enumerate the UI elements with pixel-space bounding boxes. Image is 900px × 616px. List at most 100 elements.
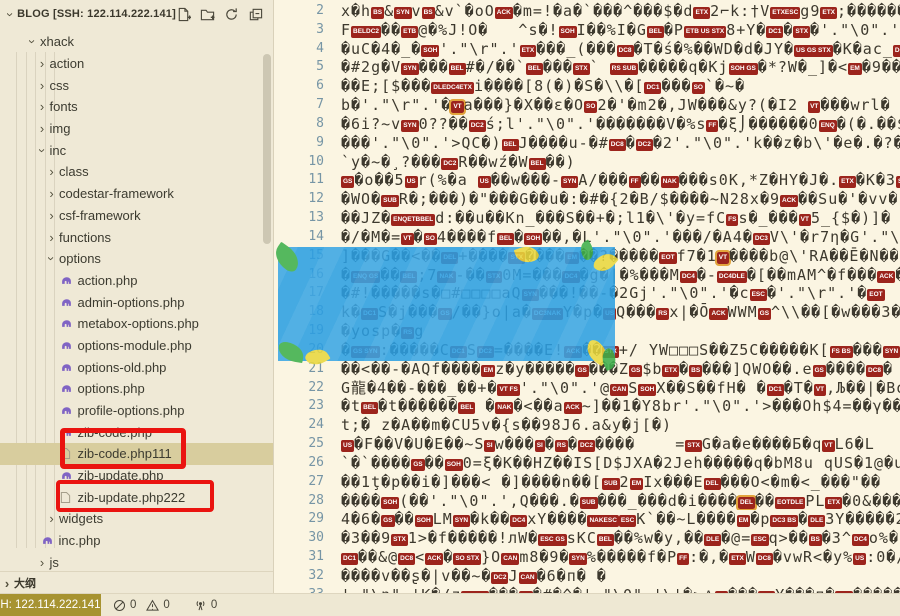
code-text: �uC�4�_� <box>341 39 422 58</box>
radio-tower-icon <box>194 599 207 612</box>
explorer-section-header[interactable]: › BLOG [SSH: 122.114.222.141] <box>0 0 273 28</box>
code-line[interactable]: 30 �3��9 STX 1>�f�����!лW� ESC GS sKC BEL ��%w�… <box>274 529 900 548</box>
tree-item-css[interactable]: › css <box>0 74 273 96</box>
tree-item-widgets[interactable]: › widgets <box>0 508 273 530</box>
remote-indicator[interactable]: SSH: 122.114.222.141 <box>0 594 101 616</box>
tree-item-class[interactable]: › class <box>0 161 273 183</box>
leaf-icon <box>513 242 541 267</box>
line-content: GS �o��5 US r(%�a US ��w���- SYN A/��� FF �� NAK �… <box>324 171 900 190</box>
code-text: 4����f <box>436 227 498 246</box>
tree-item-profile-options-php[interactable]: profile-options.php <box>0 400 273 422</box>
outline-section-header[interactable]: › 大纲 <box>0 571 273 594</box>
code-line[interactable]: 25 US �F��V�U�E��~S SI w��� SI � RS � DC2 ���� = ST… <box>274 435 900 454</box>
refresh-icon[interactable] <box>224 7 239 22</box>
code-line[interactable]: 14 �/�M�= VT � SO 4����f BEL � SOH ��,�L'."\0".'�… <box>274 228 900 247</box>
line-content: �3��9 STX 1>�f�����!лW� ESC GS sKC BEL ��%w�y,… <box>324 529 900 548</box>
tree-item-inc[interactable]: › inc <box>0 139 273 161</box>
control-char-badge: EOTDLE <box>775 496 806 509</box>
tree-item-fonts[interactable]: › fonts <box>0 96 273 118</box>
control-char-badge: CAN <box>518 571 537 584</box>
code-text: ��&@ <box>358 548 399 567</box>
code-text: ���wrl� <box>820 96 891 115</box>
code-line[interactable]: 9 ���'."\0".'>QC�) BEL J����u-�# DC8 � DC2 �2'.… <box>274 134 900 153</box>
code-text: < <box>415 548 426 567</box>
control-char-badge: SOH <box>524 232 543 245</box>
code-text: J����u-�# <box>518 133 609 152</box>
code-line[interactable]: 28 ���� SOH (��'."\0".',Q���.� SUB ���_���d�i… <box>274 492 900 511</box>
tree-item-options-module-php[interactable]: options-module.php <box>0 335 273 357</box>
line-content: ��1ţ�p��i�]���< �]����n��[SUB 2 EM Ix���E DE… <box>324 473 900 492</box>
tree-item-zib-code-php111[interactable]: zib-code.php111 <box>0 443 273 465</box>
tree-item-action-php[interactable]: action.php <box>0 270 273 292</box>
code-line[interactable]: 29 4�6� GS �� SOH LM SYN �k�� DC4 xY���� NAKESC ESC… <box>274 510 900 529</box>
code-line[interactable]: 10 `y�~�¸?��� DC2 R��wź�W BEL ��) <box>274 153 900 172</box>
code-text: PL <box>805 491 826 510</box>
code-area[interactable]: 2 x�h BS & SYN v BS &v`�oO ACK �m=!�a�`���^���$�d… <box>274 0 900 594</box>
tree-item-csf-framework[interactable]: › csf-framework <box>0 205 273 227</box>
tree-item-codestar-framework[interactable]: › codestar-framework <box>0 183 273 205</box>
code-line[interactable]: 33'."\n".'K�/zGSACK���EM�#�^�'."\0".'\'�… <box>274 586 900 594</box>
tree-item-action[interactable]: › action <box>0 53 273 75</box>
code-text: }O <box>481 548 502 567</box>
code-line[interactable]: 22 G龍�4��-���_��+� VT FS '."\0".'@ CAN S SOH X�… <box>274 379 900 398</box>
problems-status[interactable]: 0 0 <box>113 594 170 616</box>
code-line[interactable]: 12 �WO� SUB R�;���)�"���G��u�:�#�{2�B/$����… <box>274 190 900 209</box>
code-text: ���� <box>825 359 867 378</box>
editor-pane[interactable]: 2 x�h BS & SYN v BS &v`�oO ACK �m=!�a�`���^���$�d… <box>274 0 900 594</box>
line-number: 30 <box>308 530 324 546</box>
code-text: ��Su�'�vv� <box>798 190 899 209</box>
control-char-badge: ESC GS <box>538 534 567 547</box>
line-number: 25 <box>308 436 324 452</box>
code-line[interactable]: 31 DC1 ��&@ DC8 < ACK � SO STX}O CAN m8�9� SYN %���… <box>274 548 900 567</box>
tree-item-xhack[interactable]: › xhack <box>0 31 273 53</box>
code-text: �#2g�V <box>341 58 402 77</box>
control-char-badge: SO <box>584 101 598 114</box>
code-line[interactable]: 8 �6i?~v SYN 0??�� DC2 ś;l'."\0".'�������V�%s… <box>274 115 900 134</box>
control-char-badge: SO STX <box>453 553 482 566</box>
tree-item-inc-php[interactable]: inc.php <box>0 530 273 552</box>
code-text: ����v��ʂ�|v��~� <box>341 566 492 585</box>
code-line[interactable]: 2 x�h BS & SYN v BS &v`�oO ACK �m=!�a�`���^���$�d… <box>274 2 900 21</box>
tree-item-img[interactable]: › img <box>0 118 273 140</box>
ports-status[interactable]: 0 <box>194 594 217 616</box>
control-char-badge: DC2 <box>468 119 486 132</box>
code-text: ���� <box>341 491 382 510</box>
tree-item-functions[interactable]: › functions <box>0 226 273 248</box>
code-line[interactable]: 7 b�'."\r".'� VT a���}�X��ε�O SO 2�'�m2�,JW��… <box>274 96 900 115</box>
code-line[interactable]: 27 ��1ţ�p��i�]���< �]����n��[SUB 2 EM Ix���E… <box>274 473 900 492</box>
tree-item-admin-options-php[interactable]: admin-options.php <box>0 291 273 313</box>
tree-item-label: metabox-options.php <box>77 316 199 332</box>
control-char-badge: SYN <box>452 515 471 528</box>
code-line[interactable]: 13 ��JZ� ENQETBBEL d:��u��Kn_���S��+�;l1�\'… <box>274 209 900 228</box>
control-char-badge: VT <box>808 101 821 114</box>
tree-item-options-php[interactable]: options.php <box>0 378 273 400</box>
tree-item-zib-update-php222[interactable]: zib-update.php222 <box>0 486 273 508</box>
code-line[interactable]: 5 �#2g�V SYN ��� BEL #�/��` BEL ��� STX ` RS SUB �… <box>274 58 900 77</box>
control-char-badge: SUB <box>381 195 399 208</box>
tree-item-options[interactable]: › options <box>0 248 273 270</box>
tree-item-js[interactable]: › js <box>0 552 273 574</box>
code-line[interactable]: 4 �uC�4�_� SOH '."\r".' ETX ���_(��� DC8 �T�ś�%… <box>274 40 900 59</box>
code-text: � <box>798 510 809 529</box>
code-line[interactable]: 6 ��E;[$��� DLEDC4ETX i����[8(�)�S�\\�[DC1 �… <box>274 77 900 96</box>
new-file-icon[interactable] <box>176 7 191 22</box>
indent-guide <box>54 52 55 548</box>
tree-item-metabox-options-php[interactable]: metabox-options.php <box>0 313 273 335</box>
code-line[interactable]: 23 �t BEL �t������ BEL � NAK �<��a ACK ~]��1�Y8b… <box>274 397 900 416</box>
code-line[interactable]: 24 t;� z�A��m�CU5v�{s��98J6.a&y�j[�) <box>274 416 900 435</box>
code-line[interactable]: 32 ����v��ʂ�|v��~� DC2 J CAN �6�п� � <box>274 567 900 586</box>
tree-item-options-old-php[interactable]: options-old.php <box>0 356 273 378</box>
code-text: �T�ś�%��WD�d�JY� <box>633 39 795 58</box>
line-content: G龍�4��-���_��+� VT FS '."\0".'@ CAN S SOH X��S… <box>324 379 900 398</box>
tree-item-zib-update-php[interactable]: zib-update.php <box>0 465 273 487</box>
code-line[interactable]: 11 GS �o��5 US r(%�a US ��w���- SYN A/��� FF �� NA… <box>274 171 900 190</box>
project-title: BLOG [SSH: 122.114.222.141] <box>17 8 176 20</box>
tree-item-label: options-old.php <box>77 359 167 375</box>
code-line[interactable]: 21��<��-�AQf����EMz�y�����GS���ZGS$bETX�… <box>274 360 900 379</box>
new-folder-icon[interactable] <box>200 7 215 22</box>
code-line[interactable]: 26 `�`���� GS �� SOH 0=ξ�K��HZ��IS[D$JXA�2Јeh… <box>274 454 900 473</box>
line-number: 29 <box>308 511 324 527</box>
collapse-all-icon[interactable] <box>248 7 263 22</box>
sidebar-scrollbar[interactable] <box>263 54 271 244</box>
code-line[interactable]: 3 F BELDC2 �� ETB @�%J!O� ^s�! SOH I��%I�G BEL �P… <box>274 21 900 40</box>
